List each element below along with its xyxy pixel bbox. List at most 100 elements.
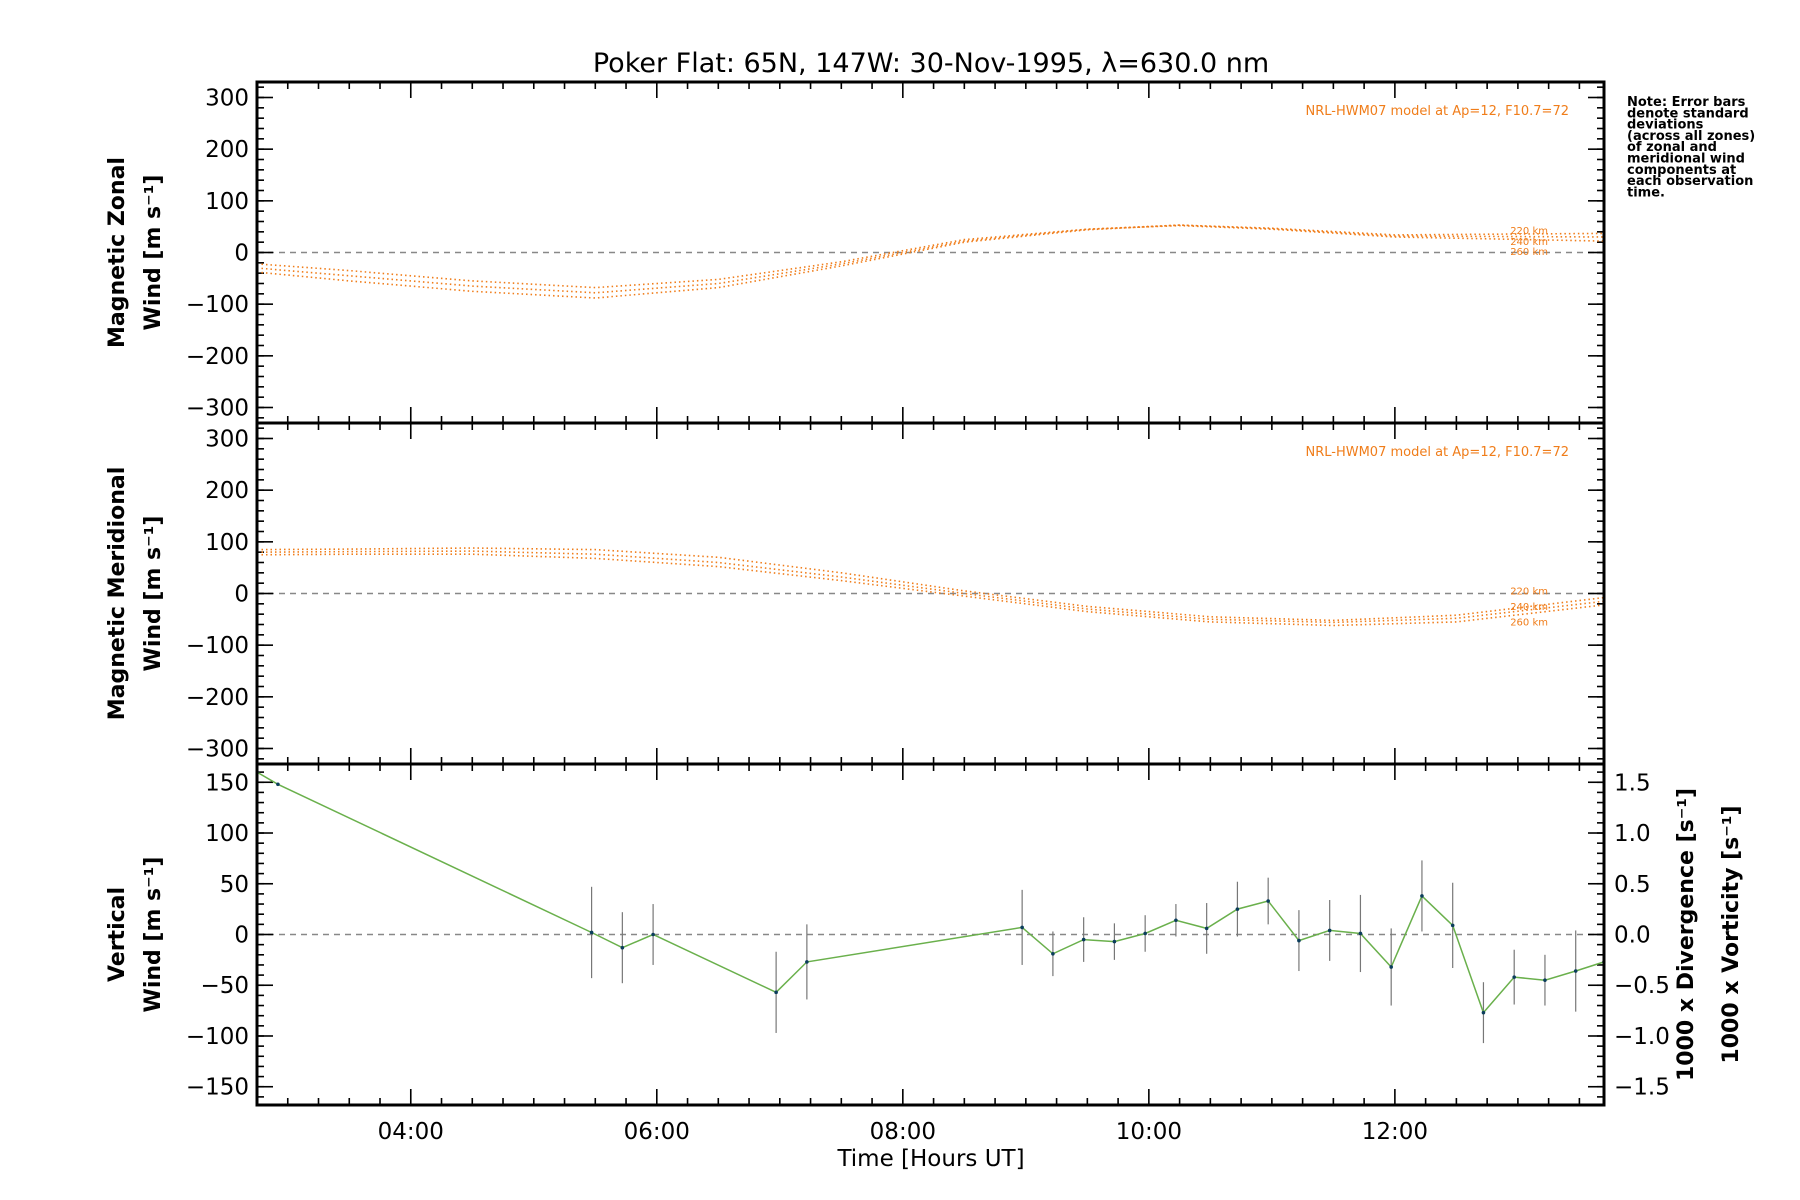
x-tick-label: 10:00 (1116, 1119, 1182, 1145)
y-tick-label: 100 (205, 530, 249, 556)
panel-frame (255, 762, 1606, 1107)
y2-tick-label: −0.5 (1614, 973, 1670, 999)
model-label: NRL-HWM07 model at Ap=12, F10.7=72 (1306, 445, 1570, 460)
altitude-label: 260 km (1510, 618, 1548, 629)
altitude-label: 240 km (1510, 602, 1548, 613)
vertical-wind-point (1143, 931, 1147, 936)
vertical-wind-point (1112, 939, 1117, 944)
vertical-wind-point (1512, 975, 1516, 979)
x-tick-label: 12:00 (1362, 1119, 1428, 1145)
vertical-wind-point (1235, 907, 1240, 911)
note-line: Note: Error bars (1627, 95, 1746, 110)
x-axis: 04:00 06:00 08:00 10:00 12:00 (378, 1119, 1428, 1145)
vertical-wind-point (276, 782, 280, 787)
y-tick-label: 200 (205, 478, 249, 504)
y-tick-label: 0 (234, 923, 249, 949)
y2-tick-label: 0.0 (1614, 923, 1651, 949)
vertical-wind-point (1450, 923, 1455, 928)
y-tick-label: −100 (186, 633, 249, 659)
y-tick-label: −150 (186, 1075, 249, 1101)
y-tick-label: −100 (186, 292, 249, 318)
vertical-wind-point (1573, 969, 1578, 973)
y-tick-label: 300 (205, 427, 249, 453)
y2-tick-label: −1.5 (1614, 1075, 1670, 1101)
model-series-1 (257, 224, 1604, 289)
y-axis-label-line-2: Wind [m s⁻¹] (141, 857, 166, 1013)
vertical-wind-point (805, 960, 809, 964)
series-group (257, 224, 1604, 299)
divergence-axis-label: 1000 x Divergence [s⁻¹] (1674, 788, 1699, 1081)
vertical-wind-point (589, 930, 594, 935)
y-tick-label: −300 (186, 396, 249, 422)
vertical-wind-point (1081, 937, 1086, 942)
y2-tick-label: 1.5 (1614, 770, 1651, 796)
vertical-wind-point (1020, 925, 1024, 930)
y-tick-label: 150 (205, 770, 249, 796)
note-line: deviations (1627, 118, 1704, 133)
vertical-wind-point (1266, 899, 1270, 903)
y-tick-label: −300 (186, 737, 249, 763)
y-axis-label-line-1: Magnetic Zonal (105, 157, 130, 348)
vertical-wind-point (1204, 926, 1209, 931)
vertical-wind-point (1481, 1010, 1486, 1015)
altitude-label: 220 km (1510, 226, 1548, 237)
x-tick-label: 08:00 (870, 1119, 936, 1145)
note-line: of zonal and (1627, 140, 1717, 155)
note-line: components at (1627, 163, 1736, 178)
y2-tick-label: 1.0 (1614, 821, 1651, 847)
vertical-wind-point (1420, 894, 1424, 898)
vorticity-axis-label: 1000 x Vorticity [s⁻¹] (1719, 805, 1744, 1063)
panel-3: 150 100 50 0 −50 −100 −150 1.5 1.0 0.5 0.0 −0.5 −1.0… (105, 762, 1744, 1107)
panel-2: 300 200 100 0 −100 −200 −300 NRL-HWM07 model at… (105, 421, 1606, 766)
note-line: denote standard (1627, 106, 1749, 121)
model-series-1 (257, 547, 1604, 622)
vertical-wind-point (1297, 938, 1301, 943)
y-tick-label: 0 (234, 582, 249, 608)
vertical-wind-point (651, 932, 655, 937)
series-group (257, 770, 1604, 1044)
y-tick-label: 300 (205, 86, 249, 112)
vertical-wind-point (1174, 918, 1178, 923)
panels: 300 200 100 0 −100 −200 −300 NRL-HWM07 model at… (105, 80, 1744, 1107)
x-tick-label: 06:00 (624, 1119, 690, 1145)
note-line: each observation (1627, 174, 1753, 189)
y-tick-label: 100 (205, 821, 249, 847)
altitude-label: 240 km (1510, 237, 1548, 248)
x-tick-label: 04:00 (378, 1119, 444, 1145)
model-series-3 (257, 553, 1604, 627)
note-line: meridional wind (1627, 152, 1745, 167)
y-tick-label: −50 (200, 973, 249, 999)
vertical-wind-point (1543, 978, 1547, 982)
vertical-wind-point (1327, 928, 1332, 933)
y-tick-label: −100 (186, 1024, 249, 1050)
note-line: (across all zones) (1627, 129, 1755, 144)
y-tick-label: −200 (186, 685, 249, 711)
y-tick-label: 0 (234, 241, 249, 267)
altitude-label: 260 km (1510, 247, 1548, 258)
y-axis-label-line-2: Wind [m s⁻¹] (141, 516, 166, 672)
vertical-wind-point (1051, 951, 1055, 956)
y-tick-label: 200 (205, 137, 249, 163)
vertical-wind-point (1358, 931, 1363, 936)
vertical-wind-point (620, 945, 625, 950)
chart-title: Poker Flat: 65N, 147W: 30-Nov-1995, λ=63… (593, 48, 1269, 79)
model-series-3 (257, 224, 1604, 299)
series-group (257, 547, 1604, 627)
y-tick-label: −200 (186, 344, 249, 370)
altitude-label: 220 km (1510, 587, 1548, 598)
note-line: time. (1627, 185, 1665, 200)
x-axis-label: Time [Hours UT] (836, 1146, 1024, 1172)
vertical-wind-point (1389, 965, 1393, 969)
y2-tick-label: −1.0 (1614, 1024, 1670, 1050)
y-tick-label: 100 (205, 189, 249, 215)
model-series-2 (257, 224, 1604, 294)
y-axis-label-line-2: Wind [m s⁻¹] (141, 175, 166, 331)
y-axis-label-line-1: Vertical (105, 887, 130, 982)
panel-1: 300 200 100 0 −100 −200 −300 NRL-HWM07 model at… (105, 80, 1606, 425)
y-axis-label-line-1: Magnetic Meridional (105, 467, 130, 720)
y-tick-label: 50 (220, 872, 249, 898)
model-series-2 (257, 550, 1604, 624)
model-label: NRL-HWM07 model at Ap=12, F10.7=72 (1306, 104, 1570, 119)
